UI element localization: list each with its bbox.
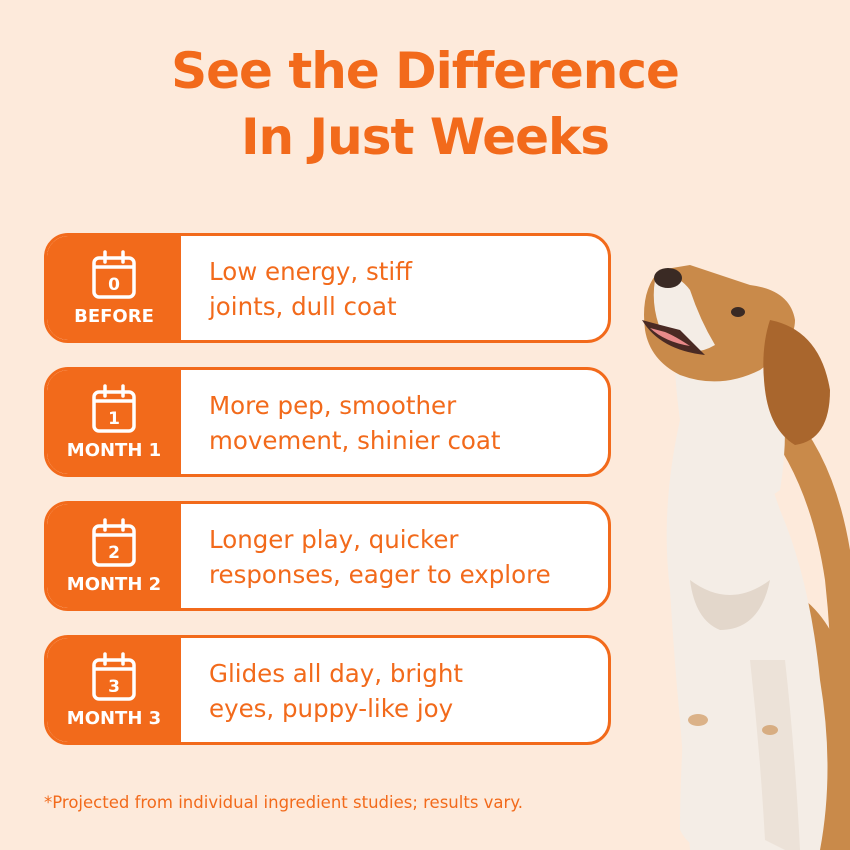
stage-badge: 3 MONTH 3 <box>47 638 181 742</box>
stage-description: More pep, smoother movement, shinier coa… <box>181 370 501 474</box>
calendar-number: 2 <box>108 543 120 563</box>
stage-label: MONTH 1 <box>66 439 162 461</box>
stage-label: MONTH 3 <box>66 707 162 729</box>
calendar-number: 3 <box>108 677 120 697</box>
headline-line-2: In Just Weeks <box>240 108 610 166</box>
stage-label: MONTH 2 <box>66 573 162 595</box>
calendar-icon: 2 <box>92 517 136 567</box>
calendar-icon: 1 <box>92 383 136 433</box>
footnote: *Projected from individual ingredient st… <box>44 793 523 812</box>
description-line-2: responses, eager to explore <box>209 560 551 589</box>
stage-badge: 2 MONTH 2 <box>47 504 181 608</box>
timeline-row-month-2: 2 MONTH 2 Longer play, quicker responses… <box>44 501 611 611</box>
timeline: 0 BEFORE Low energy, stiff joints, dull … <box>44 233 611 745</box>
description-line-2: joints, dull coat <box>209 292 397 321</box>
calendar-number: 1 <box>108 409 120 429</box>
timeline-row-month-3: 3 MONTH 3 Glides all day, bright eyes, p… <box>44 635 611 745</box>
description-line-1: Low energy, stiff <box>209 257 413 286</box>
description-line-2: eyes, puppy-like joy <box>209 694 454 723</box>
description-line-1: Glides all day, bright <box>209 659 463 688</box>
description-line-1: Longer play, quicker <box>209 525 459 554</box>
timeline-row-month-1: 1 MONTH 1 More pep, smoother movement, s… <box>44 367 611 477</box>
stage-badge: 1 MONTH 1 <box>47 370 181 474</box>
beagle-dog-image <box>642 265 850 850</box>
headline: See the Difference In Just Weeks <box>0 38 850 170</box>
calendar-icon: 0 <box>92 249 136 299</box>
calendar-icon: 3 <box>92 651 136 701</box>
description-line-2: movement, shinier coat <box>209 426 501 455</box>
stage-label: BEFORE <box>74 305 154 327</box>
stage-description: Longer play, quicker responses, eager to… <box>181 504 551 608</box>
stage-badge: 0 BEFORE <box>47 236 181 340</box>
headline-line-1: See the Difference <box>171 42 680 100</box>
description-line-1: More pep, smoother <box>209 391 457 420</box>
stage-description: Low energy, stiff joints, dull coat <box>181 236 412 340</box>
stage-description: Glides all day, bright eyes, puppy-like … <box>181 638 463 742</box>
calendar-number: 0 <box>108 275 120 295</box>
timeline-row-before: 0 BEFORE Low energy, stiff joints, dull … <box>44 233 611 343</box>
